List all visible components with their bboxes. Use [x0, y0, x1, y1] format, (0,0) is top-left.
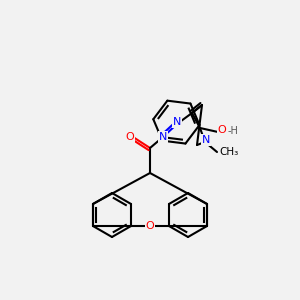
Text: -H: -H	[228, 126, 239, 136]
Text: N: N	[202, 135, 210, 145]
Text: O: O	[218, 125, 226, 135]
Text: O: O	[126, 132, 134, 142]
Text: N: N	[159, 132, 167, 142]
Text: O: O	[146, 221, 154, 231]
Text: N: N	[173, 117, 181, 127]
Text: CH₃: CH₃	[219, 147, 238, 157]
